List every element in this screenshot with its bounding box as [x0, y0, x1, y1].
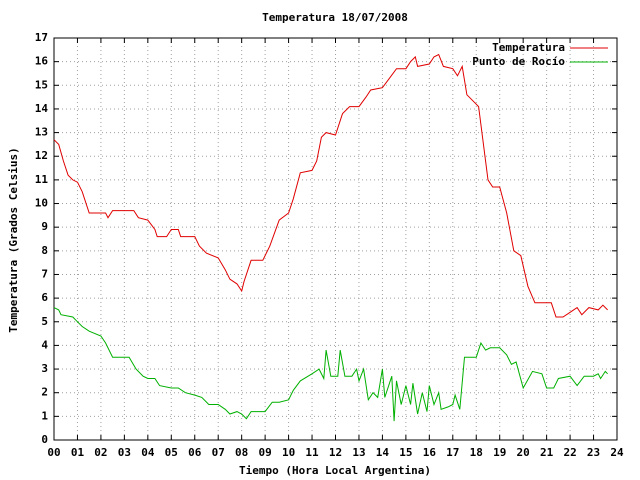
y-tick-label: 4	[41, 338, 48, 351]
y-tick-label: 15	[35, 78, 48, 91]
x-tick-label: 18	[470, 446, 483, 459]
legend-label: Temperatura	[492, 41, 565, 54]
x-tick-label: 02	[94, 446, 107, 459]
x-tick-label: 20	[517, 446, 530, 459]
chart-title: Temperatura 18/07/2008	[262, 11, 408, 24]
y-tick-label: 11	[35, 173, 49, 186]
y-tick-label: 12	[35, 149, 48, 162]
legend-label: Punto de Rocío	[472, 55, 565, 68]
y-tick-label: 14	[35, 102, 49, 115]
x-tick-label: 15	[399, 446, 412, 459]
series-line	[53, 53, 608, 318]
y-tick-label: 7	[41, 267, 48, 280]
y-tick-label: 8	[41, 244, 48, 257]
x-tick-label: 16	[423, 446, 437, 459]
x-tick-label: 01	[71, 446, 85, 459]
x-tick-label: 21	[540, 446, 554, 459]
y-tick-label: 0	[41, 433, 48, 446]
x-tick-label: 19	[493, 446, 506, 459]
x-tick-label: 05	[165, 446, 178, 459]
x-tick-label: 12	[329, 446, 342, 459]
series-line	[53, 307, 608, 422]
y-tick-label: 13	[35, 126, 48, 139]
x-tick-label: 13	[352, 446, 365, 459]
y-tick-label: 5	[41, 315, 48, 328]
plot-frame	[53, 37, 618, 441]
x-tick-label: 07	[212, 446, 225, 459]
x-tick-label: 06	[188, 446, 202, 459]
x-tick-label: 23	[587, 446, 600, 459]
x-tick-label: 03	[118, 446, 131, 459]
y-tick-label: 17	[35, 31, 48, 44]
x-axis-label: Tiempo (Hora Local Argentina)	[239, 464, 431, 477]
y-tick-label: 3	[41, 362, 48, 375]
y-tick-label: 10	[35, 197, 48, 210]
y-tick-label: 6	[41, 291, 48, 304]
y-tick-label: 2	[41, 386, 48, 399]
x-tick-label: 08	[235, 446, 248, 459]
x-tick-label: 00	[47, 446, 60, 459]
x-tick-label: 24	[610, 446, 624, 459]
y-tick-label: 1	[41, 409, 48, 422]
y-tick-label: 9	[41, 220, 48, 233]
y-tick-label: 16	[35, 55, 49, 68]
x-tick-label: 17	[446, 446, 459, 459]
x-tick-label: 09	[259, 446, 272, 459]
x-tick-label: 11	[305, 446, 319, 459]
x-tick-label: 22	[563, 446, 576, 459]
x-tick-label: 14	[376, 446, 390, 459]
x-tick-label: 04	[141, 446, 155, 459]
y-axis-label: Temperatura (Grados Celsius)	[7, 147, 20, 332]
x-tick-label: 10	[282, 446, 295, 459]
